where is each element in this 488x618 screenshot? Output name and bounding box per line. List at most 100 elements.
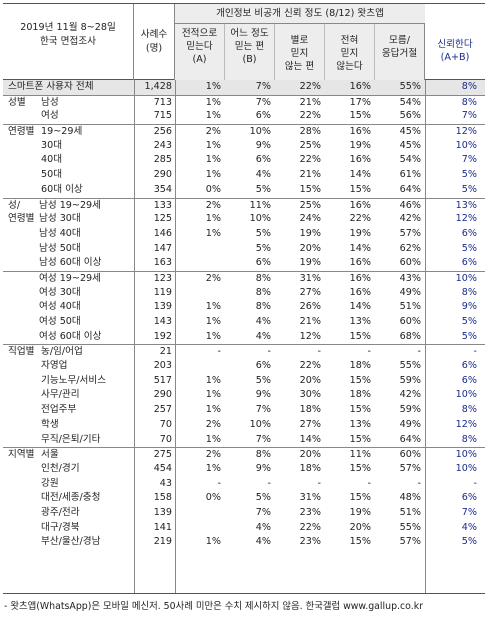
row-value: 1% bbox=[205, 96, 221, 108]
row-value: 1% bbox=[205, 227, 221, 239]
row-value: 1% bbox=[205, 213, 221, 225]
row-sample-size: 125 bbox=[153, 213, 172, 225]
row-label: 여성 19~29세 bbox=[39, 272, 101, 284]
row-value: 21% bbox=[299, 96, 321, 108]
column-divider bbox=[175, 80, 176, 593]
row-value: 68% bbox=[399, 330, 421, 342]
row-value: 1% bbox=[205, 374, 221, 386]
row-trust-total: 5% bbox=[461, 169, 477, 181]
table-row: 40대 285 1% 6% 22% 16% 54% 7% bbox=[3, 153, 485, 168]
row-value: 20% bbox=[299, 374, 321, 386]
footnote: - 왓츠앱(WhatsApp)은 모바일 메신저. 50사례 미만은 수치 제시… bbox=[4, 601, 423, 612]
row-sample-size: 713 bbox=[153, 96, 172, 108]
row-trust-total: 6% bbox=[461, 492, 477, 504]
row-value: 6% bbox=[255, 257, 271, 269]
row-value: 17% bbox=[349, 96, 371, 108]
header-trust-line-2: (A+B) bbox=[440, 52, 470, 63]
row-value: 7% bbox=[255, 433, 271, 445]
row-label: 인천/경기 bbox=[41, 462, 80, 474]
row-value: - bbox=[317, 477, 321, 489]
row-value: 55% bbox=[399, 521, 421, 533]
row-value: 0% bbox=[205, 183, 221, 195]
row-value: - bbox=[417, 477, 421, 489]
row-value: 10% bbox=[249, 213, 271, 225]
row-trust-total: 7% bbox=[461, 506, 477, 518]
row-trust-total: 5% bbox=[461, 536, 477, 548]
row-value: 19% bbox=[299, 257, 321, 269]
column-divider bbox=[134, 80, 135, 593]
row-trust-total: 8% bbox=[461, 81, 477, 92]
row-label: 부산/울산/경남 bbox=[41, 536, 101, 548]
row-value: 22% bbox=[299, 81, 321, 92]
row-value: 15% bbox=[349, 536, 371, 548]
table-row: 학생 70 2% 10% 27% 13% 49% 12% bbox=[3, 418, 485, 433]
row-sample-size: 257 bbox=[153, 404, 172, 416]
row-value: 9% bbox=[255, 139, 271, 151]
header-count: 사례수 (명) bbox=[134, 4, 175, 80]
row-value: - bbox=[267, 346, 271, 358]
table-row: 60대 이상 354 0% 5% 15% 15% 64% 5% bbox=[3, 183, 485, 198]
row-sample-size: 21 bbox=[159, 346, 172, 358]
row-value: 16% bbox=[349, 81, 371, 92]
row-label: 남성 60대 이상 bbox=[39, 257, 102, 269]
row-trust-total: 9% bbox=[461, 301, 477, 313]
row-trust-total: 8% bbox=[461, 286, 477, 298]
row-trust-total: 10% bbox=[455, 462, 477, 474]
table-row: 여성 30대 119 8% 27% 16% 49% 8% bbox=[3, 286, 485, 301]
row-trust-total: 10% bbox=[455, 449, 477, 461]
row-trust-total: 8% bbox=[461, 433, 477, 445]
row-sample-size: 43 bbox=[159, 477, 172, 489]
row-trust-total: 10% bbox=[455, 389, 477, 401]
row-value: 18% bbox=[349, 389, 371, 401]
row-value: 59% bbox=[399, 404, 421, 416]
row-value: 9% bbox=[255, 462, 271, 474]
header-count-line-2: (명) bbox=[145, 43, 163, 54]
row-value: 1% bbox=[205, 169, 221, 181]
row-label: 여성 30대 bbox=[39, 286, 81, 298]
row-trust-total: 5% bbox=[461, 330, 477, 342]
header-trust-total: 신뢰한다 (A+B) bbox=[425, 4, 485, 80]
row-value: 22% bbox=[299, 521, 321, 533]
row-sample-size: 146 bbox=[153, 227, 172, 239]
row-value: 11% bbox=[249, 199, 271, 211]
row-value: 28% bbox=[299, 126, 321, 138]
row-value: 4% bbox=[255, 169, 271, 181]
row-value: 2% bbox=[205, 418, 221, 430]
row-value: 49% bbox=[399, 418, 421, 430]
column-divider bbox=[425, 80, 426, 593]
row-sample-size: 290 bbox=[153, 169, 172, 181]
row-sample-size: 517 bbox=[153, 374, 172, 386]
row-value: 1% bbox=[205, 433, 221, 445]
row-trust-total: 5% bbox=[461, 316, 477, 327]
row-value: - bbox=[267, 477, 271, 489]
row-value: 1% bbox=[205, 330, 221, 342]
row-label: 광주/전라 bbox=[41, 506, 80, 518]
header-col-2-line-1: 어느 정도 bbox=[230, 28, 269, 39]
row-value: 13% bbox=[349, 418, 371, 430]
row-label: 전업주부 bbox=[41, 404, 77, 416]
header-subject: 2019년 11월 8~28일 한국 면접조사 bbox=[3, 4, 134, 80]
header-count-line-1: 사례수 bbox=[140, 29, 168, 40]
row-value: 7% bbox=[255, 404, 271, 416]
header-col-2-line-2: 믿는 편 bbox=[234, 41, 265, 52]
row-value: 8% bbox=[255, 272, 271, 284]
row-label: 사무/관리 bbox=[41, 389, 80, 401]
row-value: 2% bbox=[205, 126, 221, 138]
row-value: 1% bbox=[205, 139, 221, 151]
row-label: 강원 bbox=[41, 477, 59, 489]
row-label: 농/임/어업 bbox=[41, 346, 83, 358]
table-row: 부산/울산/경남 219 1% 4% 23% 15% 57% 5% bbox=[3, 535, 485, 550]
row-category: 지역별 bbox=[8, 449, 35, 461]
header-col-dont-know: 모름/ 응답거절 bbox=[375, 24, 425, 80]
table-row: 사무/관리 290 1% 9% 30% 18% 42% 10% bbox=[3, 388, 485, 403]
row-value: 60% bbox=[399, 449, 421, 461]
row-value: 60% bbox=[399, 257, 421, 269]
row-value: 49% bbox=[399, 286, 421, 298]
table-row: 성/남성 19~29세 133 2% 11% 25% 16% 46% 13% bbox=[3, 197, 485, 213]
row-sample-size: 70 bbox=[159, 433, 172, 445]
table-row: 스마트폰 사용자 전체 1,428 1% 7% 22% 16% 55% 8% bbox=[3, 80, 485, 95]
row-value: 18% bbox=[299, 404, 321, 416]
row-value: 16% bbox=[349, 272, 371, 284]
row-value: 60% bbox=[399, 316, 421, 327]
row-value: 56% bbox=[399, 110, 421, 122]
